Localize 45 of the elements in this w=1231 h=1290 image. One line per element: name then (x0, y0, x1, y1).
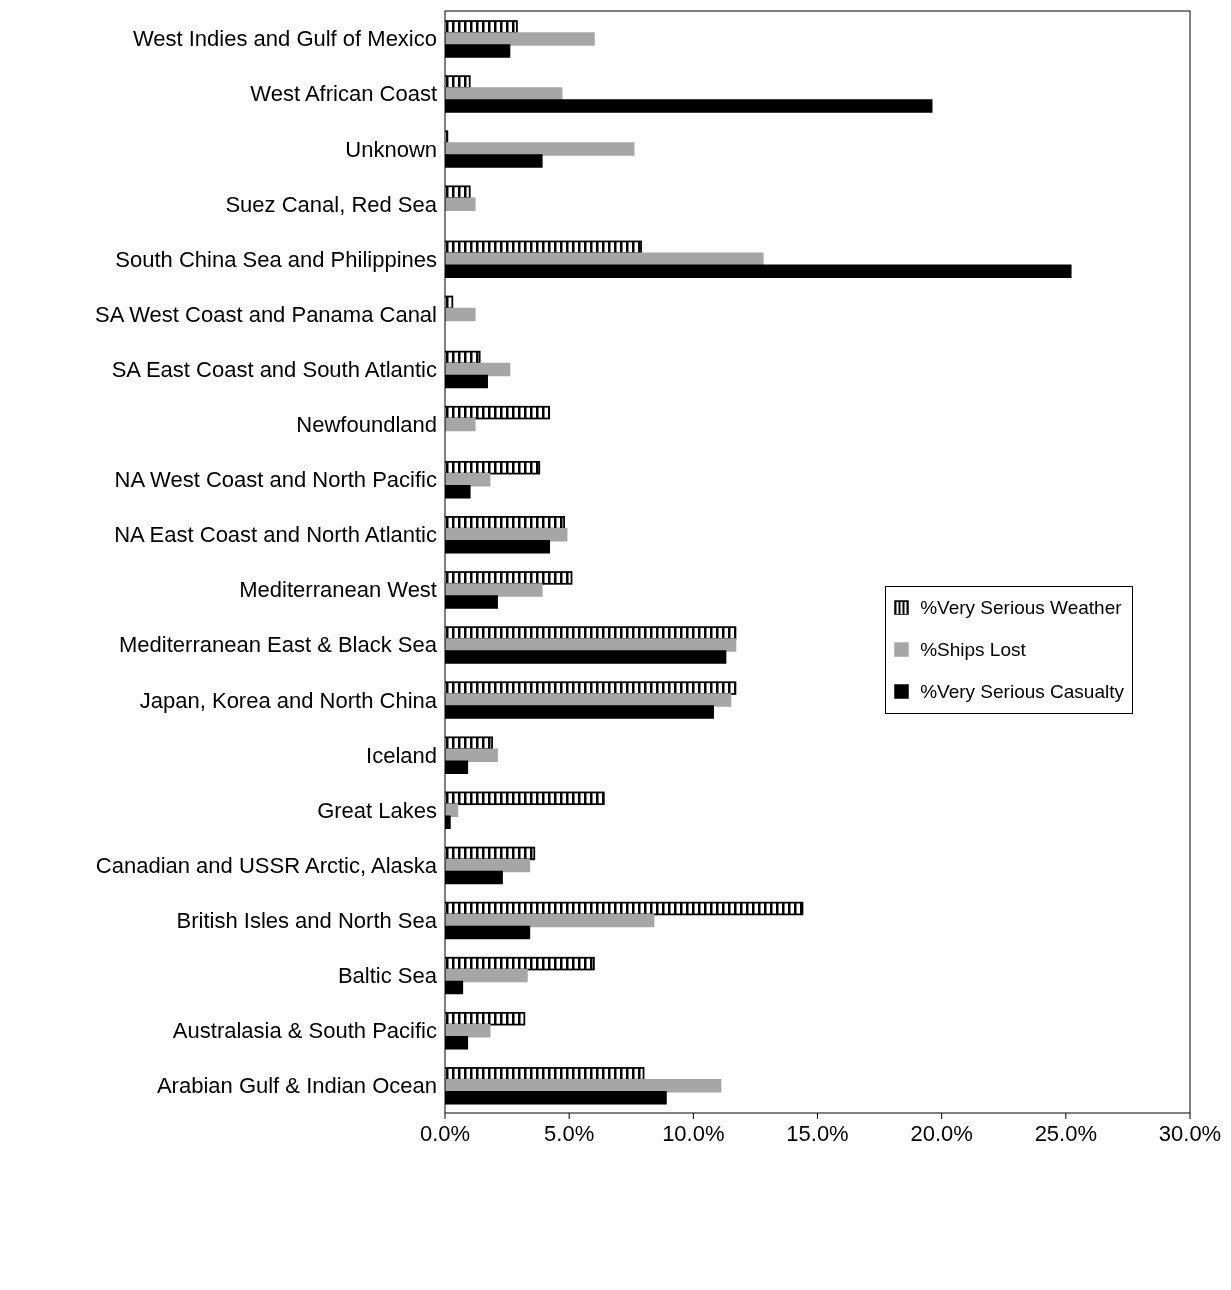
y-tick-label: Baltic Sea (337, 963, 438, 989)
x-tick-label: 25.0% (1034, 1120, 1098, 1146)
y-tick-label: Australasia & South Pacific (172, 1018, 437, 1044)
bar (445, 197, 476, 211)
x-tick-label: 5.0% (544, 1120, 595, 1146)
y-tick-label: West Indies and Gulf of Mexico (132, 26, 437, 52)
y-tick-label: Mediterranean West (239, 577, 437, 603)
x-tick-label: 30.0% (1158, 1120, 1222, 1146)
bar (445, 913, 655, 928)
bar (445, 142, 635, 156)
bar (445, 748, 498, 762)
y-tick-label: Arabian Gulf & Indian Ocean (156, 1073, 437, 1099)
legend-label: %Very Serious Casualty (920, 681, 1124, 703)
y-tick-label: South China Sea and Philippines (115, 246, 437, 272)
y-tick-label: Great Lakes (317, 797, 437, 823)
bar (445, 32, 595, 46)
legend-label: %Very Serious Weather (920, 597, 1122, 619)
bar (445, 417, 476, 432)
y-tick-label: SA West Coast and Panama Canal (94, 301, 437, 327)
bar (445, 858, 531, 873)
bar (445, 1023, 491, 1038)
y-tick-label: West African Coast (250, 81, 437, 107)
y-tick-label: Newfoundland (296, 412, 437, 438)
bar (445, 528, 568, 542)
y-tick-label: NA East Coast and North Atlantic (114, 522, 437, 548)
bar (445, 362, 511, 377)
bar (445, 1079, 722, 1093)
x-tick-label: 20.0% (910, 1120, 973, 1146)
y-tick-label: British Isles and North Sea (176, 907, 438, 933)
x-tick-label: 10.0% (662, 1120, 725, 1146)
x-tick-label: 0.0% (419, 1120, 471, 1146)
y-tick-label: SA East Coast and South Atlantic (111, 356, 437, 382)
bar (445, 307, 476, 322)
bar (445, 583, 543, 597)
y-tick-label: Unknown (345, 136, 437, 162)
bar (445, 472, 491, 487)
legend-label: %Ships Lost (920, 639, 1026, 661)
y-tick-label: Canadian and USSR Arctic, Alaska (95, 852, 438, 878)
y-tick-label: Suez Canal, Red Sea (225, 191, 438, 217)
x-tick-label: 15.0% (786, 1120, 849, 1146)
y-tick-label: NA West Coast and North Pacific (114, 467, 437, 493)
bar (445, 968, 528, 983)
y-tick-label: Japan, Korea and North China (139, 687, 438, 713)
y-tick-label: Mediterranean East & Black Sea (119, 632, 438, 658)
y-tick-label: Iceland (366, 742, 437, 768)
